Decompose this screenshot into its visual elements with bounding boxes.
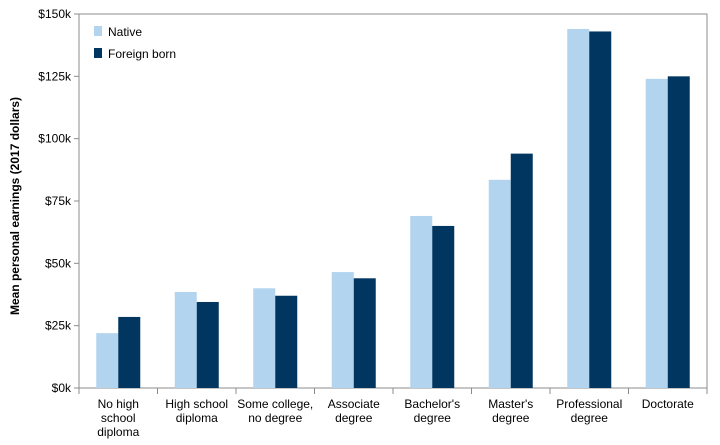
legend: Native Foreign born [94,25,176,61]
plot-area [78,13,708,389]
category-label: No high school diploma [97,397,139,439]
y-tick-label: $75k [45,194,72,208]
category-label-line: No high [98,397,139,411]
bars [96,28,690,389]
category-label-line: degree [571,411,609,425]
category-label-line: Bachelor's [404,397,460,411]
category-label-line: degree [492,411,530,425]
bar-foreign-born [275,295,298,388]
y-tick-label: $100k [38,132,72,146]
bar-native [253,288,276,388]
y-tick-label: $50k [45,256,72,270]
y-tick-label: $25k [45,319,72,333]
y-axis-label: Mean personal earnings (2017 dollars) [8,97,22,315]
category-label: Doctorate [642,397,694,411]
category-label-line: Some college, [237,397,313,411]
category-label-line: Professional [556,397,622,411]
y-tick-label: $150k [38,7,72,21]
bar-native [645,78,668,389]
category-label: Professional degree [556,397,622,425]
bar-native [96,333,119,388]
category-label: Some college, no degree [237,397,313,425]
legend-label-native: Native [108,25,142,39]
category-label: Master's degree [488,397,533,425]
category-label: Associate degree [328,397,380,425]
bar-foreign-born [196,301,219,388]
bar-foreign-born [353,278,376,388]
y-axis: $0k $25k $50k $75k $100k $125k $150k [38,7,79,395]
category-label: High school diploma [165,397,228,425]
category-label-line: degree [335,411,373,425]
category-label-line: Associate [328,397,380,411]
y-tick-label: $0k [52,381,72,395]
bar-native [331,272,354,388]
category-label: Bachelor's degree [404,397,460,425]
bar-native [410,215,433,388]
category-label-line: degree [414,411,452,425]
category-label-line: Master's [488,397,533,411]
bar-native [488,179,511,388]
category-label-line: diploma [97,425,139,439]
category-label-line: diploma [176,411,218,425]
legend-swatch-foreign-born [94,48,102,58]
category-label-line: no degree [248,411,302,425]
bar-foreign-born [510,153,533,388]
bar-foreign-born [432,225,455,388]
bar-native [174,292,197,388]
bar-native [567,28,590,389]
x-axis [78,388,708,394]
legend-label-foreign-born: Foreign born [108,47,176,61]
bar-foreign-born [118,316,141,388]
category-label-line: High school [165,397,228,411]
category-label-line: Doctorate [642,397,694,411]
bar-foreign-born [667,76,690,388]
category-label-line: school [101,411,136,425]
legend-swatch-native [94,26,102,36]
y-tick-label: $125k [38,69,72,83]
bar-foreign-born [589,31,612,388]
